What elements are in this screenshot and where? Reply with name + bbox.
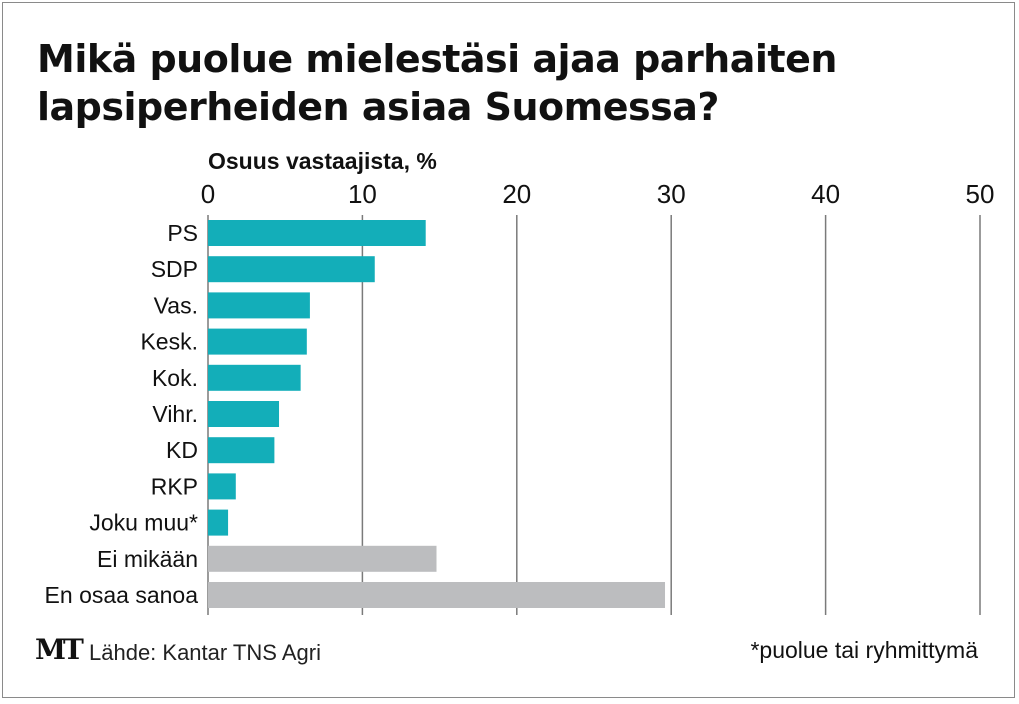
bar-rkp [208, 473, 236, 500]
category-label: RKP [151, 473, 198, 499]
category-label: Vas. [154, 292, 198, 318]
bar-vihr [208, 401, 280, 427]
category-label: Kesk. [140, 329, 198, 355]
category-labels: PS SDP Vas. Kesk. Kok. Vihr. KD RKP Joku muu* Ei … [45, 220, 199, 608]
x-tick-label: 0 [201, 179, 215, 209]
bar-chart: PS SDP Vas. Kesk. Kok. Vihr. KD RKP Joku muu* Ei … [45, 148, 995, 615]
chart-title: Mikä puolue mielestäsi ajaa parhaiten la… [37, 37, 837, 129]
bar-kok [208, 364, 301, 391]
category-label: Joku muu* [89, 510, 198, 536]
bar-ei-mikään [208, 545, 437, 572]
bar-kesk [208, 328, 307, 355]
category-label: Kok. [152, 365, 198, 391]
category-label: Vihr. [152, 401, 198, 427]
x-tick-label: 40 [811, 179, 840, 209]
brand-logo: MT [35, 633, 84, 666]
x-axis-label: Osuus vastaajista, % [208, 148, 437, 174]
bar-joku-muu [208, 509, 229, 536]
bar-vas [208, 292, 310, 319]
category-label: SDP [151, 256, 198, 282]
source-note: Lähde: Kantar TNS Agri [89, 640, 321, 665]
x-tick-label: 50 [966, 179, 995, 209]
x-tick-label: 20 [502, 179, 531, 209]
bars [208, 220, 666, 608]
bar-sdp [208, 256, 375, 283]
x-tick-labels: 0 10 20 30 40 50 [201, 179, 995, 209]
bar-kd [208, 437, 275, 464]
category-label: KD [166, 437, 198, 463]
footnote: *puolue tai ryhmittymä [750, 637, 978, 663]
category-label: En osaa sanoa [45, 582, 199, 608]
bar-en-osaa-sanoa [208, 582, 666, 608]
bar-ps [208, 220, 426, 246]
category-label: PS [167, 220, 198, 246]
x-tick-label: 10 [348, 179, 377, 209]
x-tick-label: 30 [657, 179, 686, 209]
category-label: Ei mikään [97, 546, 198, 572]
